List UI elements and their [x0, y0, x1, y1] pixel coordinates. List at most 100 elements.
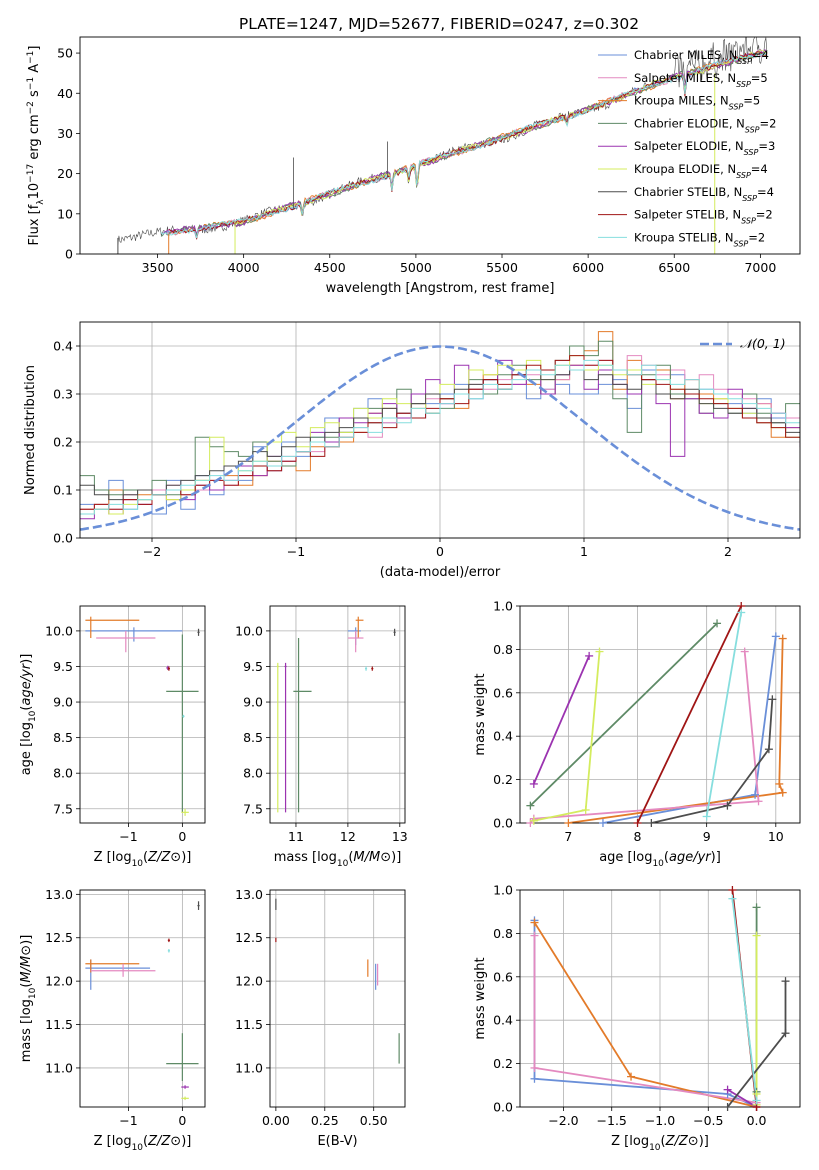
legend-label: Kroupa ELODIE, NSSP=4 [634, 162, 768, 180]
label-part: 10 [337, 859, 349, 869]
y-tick-label: 9.0 [243, 695, 263, 710]
x-axis-label: (data-model)/error [380, 565, 501, 580]
y-tick-label: 9.0 [53, 695, 73, 710]
label-part: ] [27, 46, 42, 51]
y-tick-label: 13.0 [45, 887, 73, 902]
plot-area [85, 616, 200, 816]
label-part: SSP [744, 148, 759, 157]
label-part: =5 [751, 71, 768, 85]
y-tick-label: 12.0 [45, 974, 73, 989]
axes-frame [79, 605, 206, 824]
label-part: erg cm [27, 114, 42, 163]
y-tick-label: 0.6 [493, 969, 513, 984]
label-part: Z [log [94, 850, 132, 865]
label-part: Chabrier STELIB, N [634, 185, 742, 199]
y-tick-label: 12.5 [235, 930, 263, 945]
gaussian-curve [80, 345, 800, 531]
label-part: −17 [26, 164, 36, 183]
residual-histogram-1 [80, 331, 800, 510]
label-part: =5 [743, 94, 760, 108]
legend-label: Salpeter STELIB, NSSP=2 [634, 208, 773, 226]
x-axis-label: mass [log10(M/M⊙)] [274, 850, 402, 869]
y-tick-label: 12.0 [235, 974, 263, 989]
x-tick-label: −1 [119, 829, 137, 844]
label-part: Salpeter ELODIE, N [634, 139, 744, 153]
label-part: ( [143, 1134, 148, 1149]
y-tick-label: 8.0 [243, 766, 263, 781]
y-tick-label: 0.1 [53, 483, 73, 498]
legend-label: Chabrier MILES, NSSP=4 [634, 48, 769, 66]
legend-label: Kroupa MILES, NSSP=5 [634, 94, 760, 112]
label-part: ( [143, 850, 148, 865]
y-tick-label: 0.4 [53, 339, 73, 354]
axes-frame [79, 889, 206, 1108]
x-tick-label: 4000 [228, 260, 260, 275]
x-tick-label: 0 [178, 1113, 186, 1128]
label-part: ( [348, 850, 353, 865]
label-part: ( [661, 1134, 666, 1149]
y-axis-label: mass weight [473, 957, 488, 1039]
axes-spectrum: 3500 4000 4500 5000 5500 6000 6500 7000 0 10 20 30 4… [26, 36, 801, 296]
label-part: age [log [19, 722, 34, 775]
label-part: M/M⊙ [353, 850, 391, 865]
y-tick-label: 0.4 [493, 729, 513, 744]
label-part: 10 [132, 1143, 144, 1153]
x-tick-label: −0.5 [693, 1113, 723, 1128]
residual-histogram-2 [80, 355, 800, 510]
legend-label: Chabrier ELODIE, NSSP=2 [634, 116, 776, 133]
y-tick-label: 40 [57, 86, 73, 101]
residual-histogram-5 [80, 355, 800, 515]
weight-line-4 [727, 1088, 758, 1107]
x-axis-label: E(B-V) [317, 1134, 357, 1149]
label-part: )] [711, 850, 721, 865]
x-tick-label: −2 [143, 544, 161, 559]
x-tick-label: 10 [768, 829, 784, 844]
y-tick-label: 20 [57, 166, 73, 181]
label-part: =4 [752, 48, 769, 62]
residual-histogram-4 [80, 359, 800, 520]
y-axis-label: age [log10(age/yr)] [19, 654, 38, 776]
x-tick-label: 12 [340, 829, 356, 844]
y-axis-label: mass [log10(M/M⊙)] [19, 935, 38, 1063]
y-tick-label: 1.0 [493, 883, 513, 898]
x-tick-label: −1 [287, 544, 305, 559]
label-part: Z/Z⊙ [147, 1134, 181, 1149]
label-part: Salpeter STELIB, N [634, 208, 741, 222]
x-axis-label: wavelength [Angstrom, rest frame] [326, 281, 555, 296]
label-part: 10 [27, 183, 42, 200]
axes-frame [519, 605, 801, 824]
y-tick-label: 7.5 [53, 801, 73, 816]
label-part: Z/Z⊙ [665, 1134, 699, 1149]
x-axis-label: Z [log10(Z/Z⊙)] [94, 850, 192, 869]
x-axis-label: age [log10(age/yr)] [599, 850, 721, 869]
label-part: age/yr [19, 662, 34, 705]
weight-line-2 [529, 651, 760, 823]
label-part: )] [181, 850, 191, 865]
label-part: 10 [652, 859, 664, 869]
label-part: Kroupa STELIB, N [634, 230, 734, 244]
y-tick-label: 0.3 [53, 387, 73, 402]
y-tick-label: 11.5 [235, 1017, 263, 1032]
label-part: s [27, 90, 42, 101]
x-tick-label: −2.0 [548, 1113, 578, 1128]
weight-line-2 [533, 935, 757, 1104]
axes-frame [269, 605, 406, 824]
y-tick-label: 10.0 [45, 623, 73, 638]
label-part: M/M⊙ [19, 945, 34, 983]
y-axis-label: Normed distribution [23, 365, 38, 495]
label-part: Z [log [611, 1134, 649, 1149]
axes-age_vs_mass: 11 12 13 7.5 8.0 8.5 9.0 9.5 10.0 mass [log10(M/M… [235, 605, 408, 869]
figure-title: PLATE=1247, MJD=52677, FIBERID=0247, z=0… [239, 15, 639, 33]
y-tick-label: 10.0 [235, 623, 263, 638]
label-part: 10 [132, 859, 144, 869]
x-tick-label: 9 [703, 829, 711, 844]
y-tick-label: 0.8 [493, 642, 513, 657]
y-tick-label: 0.0 [493, 1100, 513, 1115]
label-part: −1 [26, 51, 36, 64]
x-tick-label: 7 [564, 829, 572, 844]
label-part: Chabrier ELODIE, N [634, 116, 745, 130]
x-tick-label: −1.0 [645, 1113, 675, 1128]
axes-frame [79, 36, 801, 255]
